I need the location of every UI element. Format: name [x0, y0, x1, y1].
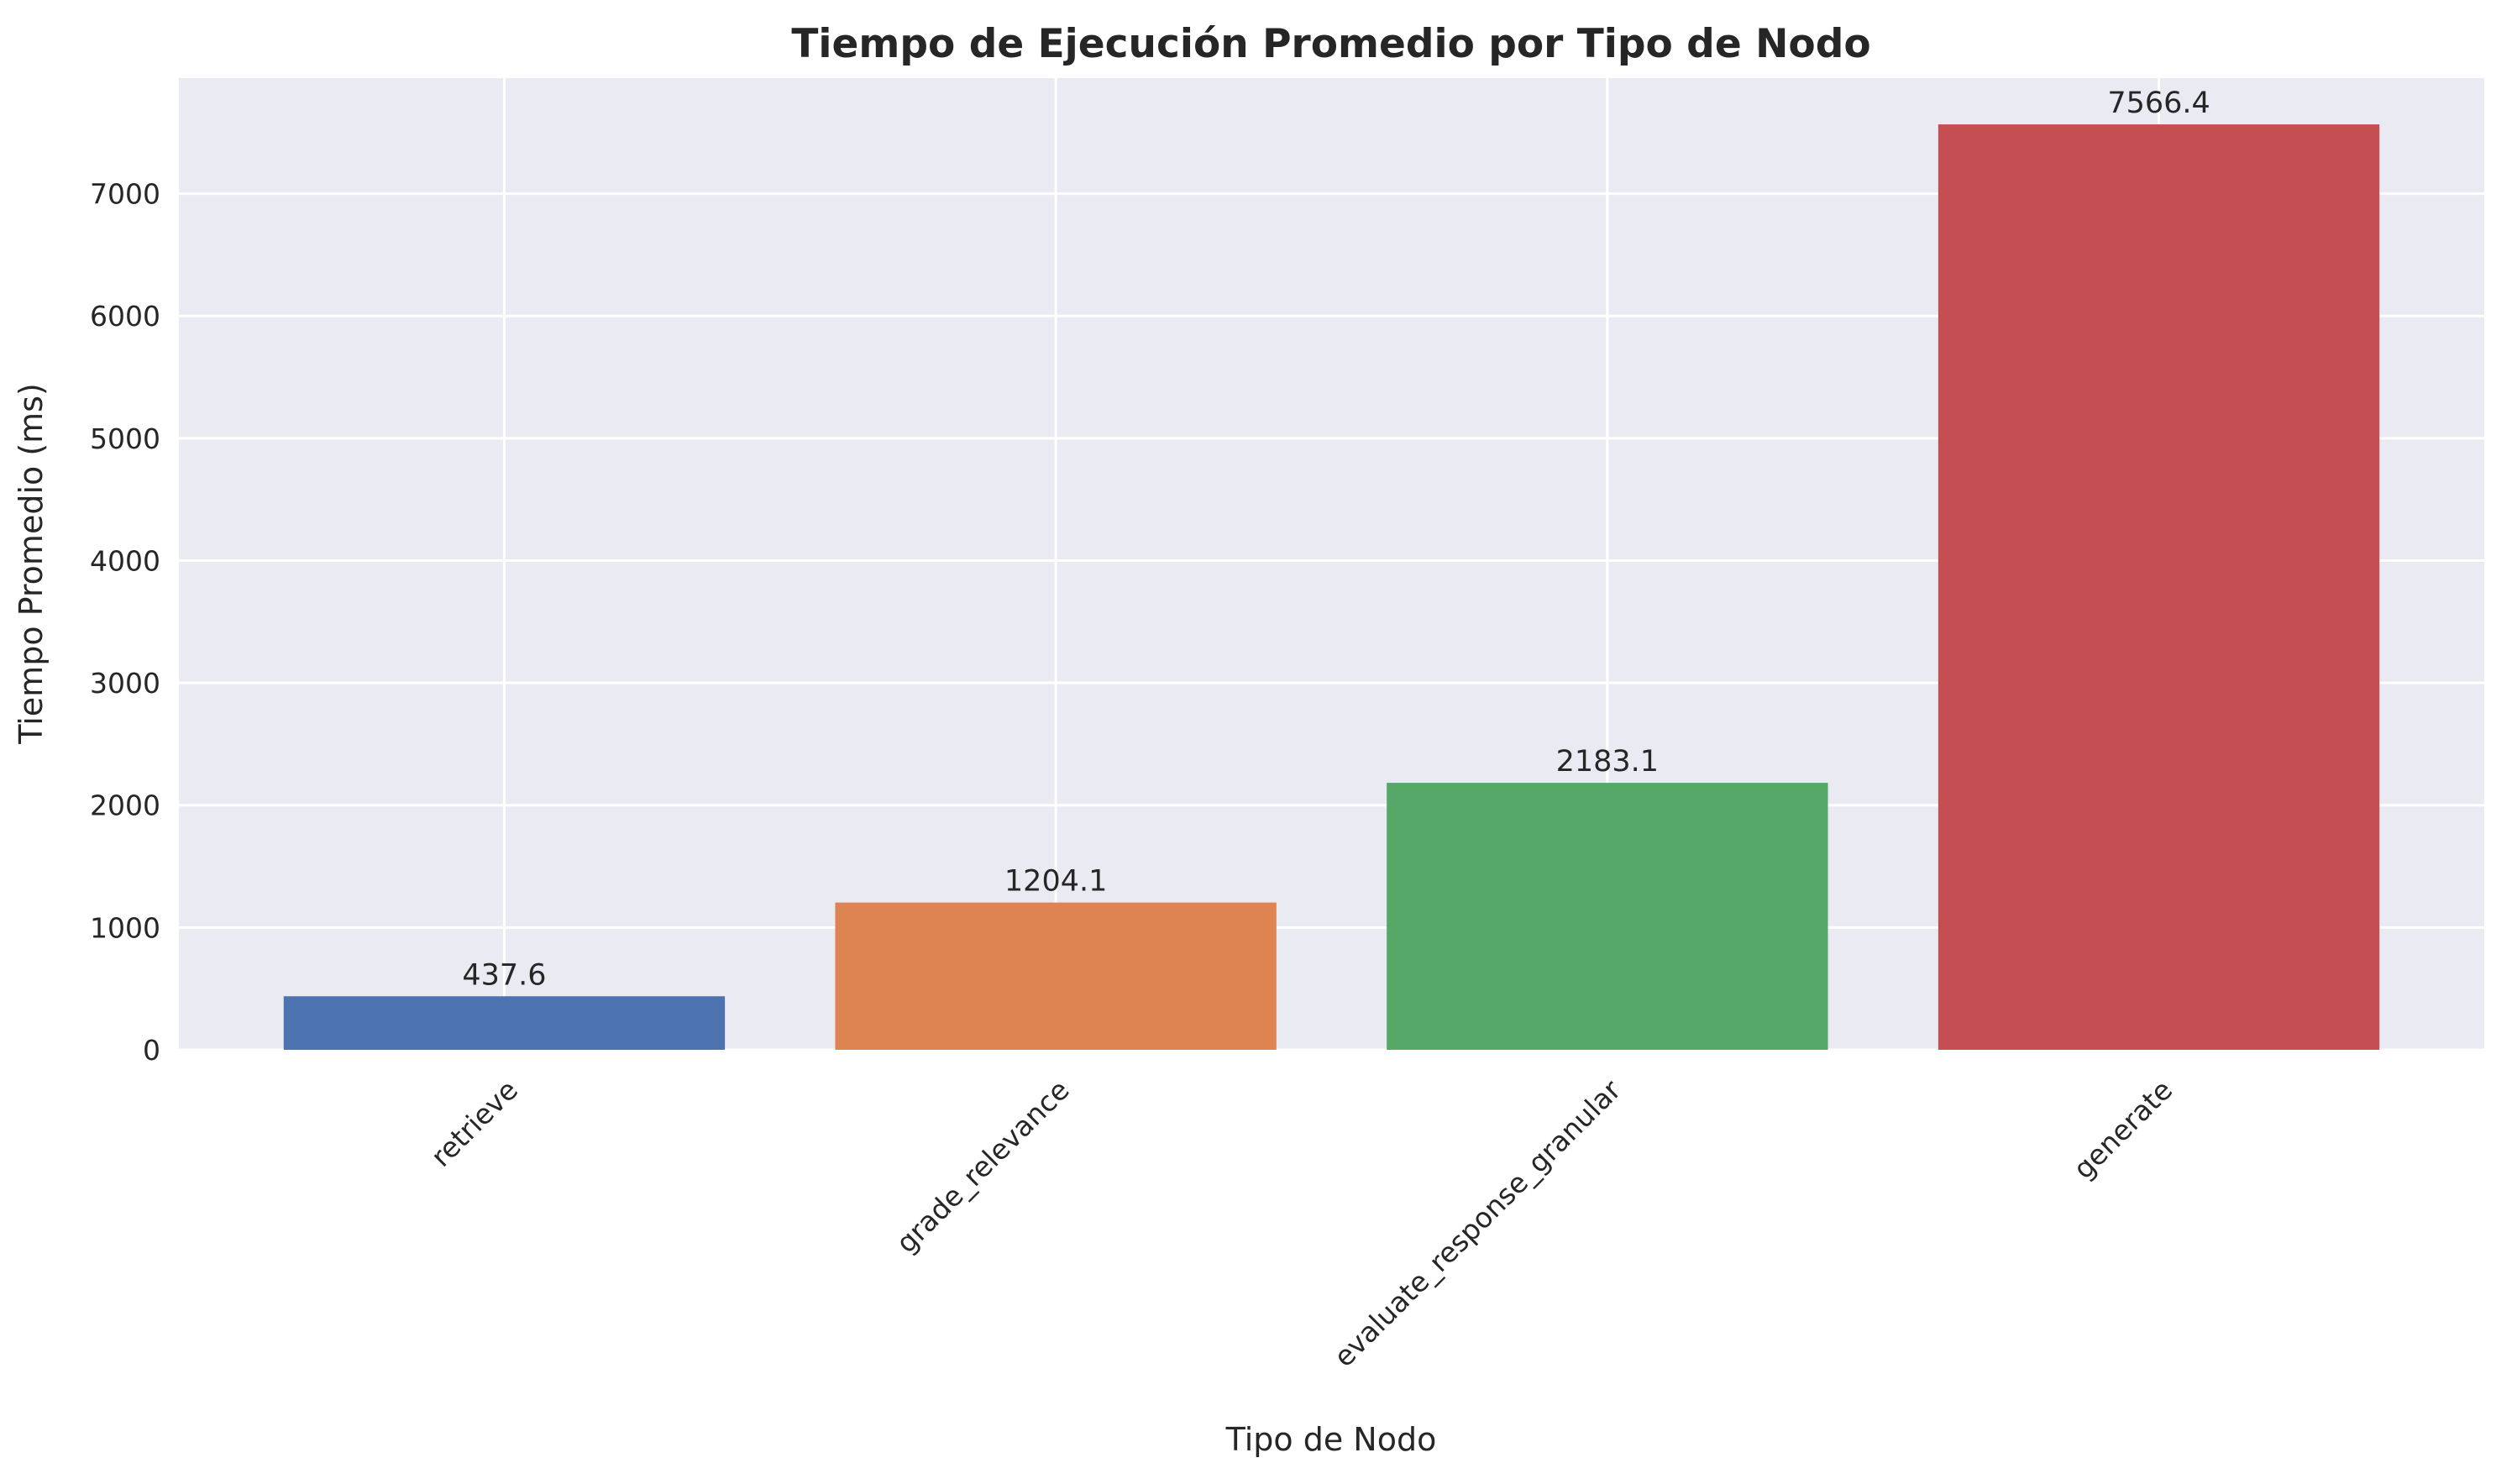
bar-evaluate_response_granular — [1387, 783, 1828, 1050]
bar-value-label: 1204.1 — [1004, 865, 1107, 899]
x-axis-ticks: retrieve grade_relevance evaluate_response… — [424, 1073, 2179, 1373]
y-tick-label: 2000 — [90, 789, 160, 822]
x-tick-label: evaluate_response_granular — [1327, 1073, 1627, 1373]
y-tick-label: 0 — [143, 1034, 160, 1067]
bar-value-labels: 437.6 1204.1 2183.1 7566.4 — [462, 87, 2210, 992]
bar-value-label: 2183.1 — [1556, 745, 1659, 779]
y-tick-label: 3000 — [90, 667, 160, 700]
x-tick-label: retrieve — [424, 1073, 524, 1173]
chart-title: Tiempo de Ejecución Promedio por Tipo de… — [791, 21, 1870, 67]
bar-value-label: 7566.4 — [2107, 87, 2210, 120]
y-tick-label: 1000 — [90, 911, 160, 944]
x-tick-label: generate — [2067, 1073, 2179, 1185]
bar-generate — [1938, 124, 2380, 1050]
x-axis-label: Tipo de Nodo — [1225, 1421, 1437, 1458]
y-axis-ticks: 0 1000 2000 3000 4000 5000 6000 7000 — [90, 178, 160, 1067]
x-tick-label: grade_relevance — [889, 1073, 1075, 1259]
y-tick-label: 6000 — [90, 300, 160, 333]
bar-value-label: 437.6 — [462, 958, 546, 992]
y-tick-label: 7000 — [90, 178, 160, 211]
bar-retrieve — [283, 996, 726, 1050]
bars — [283, 124, 2380, 1050]
y-tick-label: 4000 — [90, 544, 160, 577]
bar-grade_relevance — [835, 902, 1277, 1050]
y-tick-label: 5000 — [90, 422, 160, 455]
y-axis-label: Tiempo Promedio (ms) — [13, 383, 50, 745]
